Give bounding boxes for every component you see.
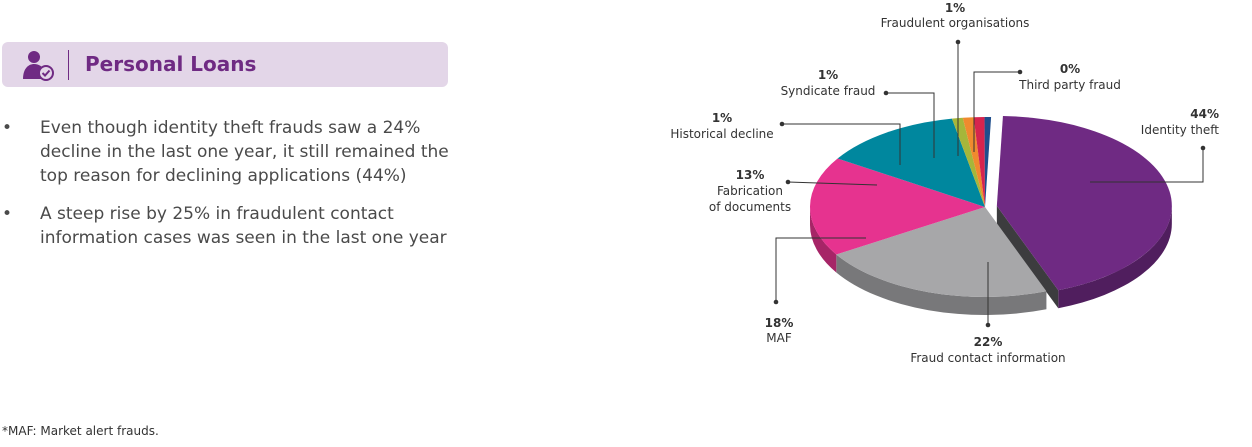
slice-value-label: 44% bbox=[1190, 107, 1219, 121]
slice-value-label: 0% bbox=[1060, 62, 1080, 76]
pie-slice bbox=[996, 115, 1172, 291]
slice-name-label: Fabrication bbox=[717, 184, 783, 198]
leader-dot bbox=[1200, 145, 1206, 151]
pie-slice bbox=[951, 117, 985, 207]
slice-name-label: Fraud contact information bbox=[910, 351, 1065, 365]
pie-labels: 44% Identity theft 22% Fraud contact inform… bbox=[670, 1, 1219, 365]
slice-name-label: of documents bbox=[709, 200, 791, 214]
pie-slice bbox=[962, 117, 985, 207]
pie-sides bbox=[810, 205, 1172, 315]
leader-dot bbox=[1017, 69, 1023, 75]
leader-dot bbox=[785, 179, 791, 185]
slice-name-label: Third party fraud bbox=[1018, 78, 1121, 92]
pie-slice bbox=[836, 207, 1047, 298]
bullet-item: • A steep rise by 25% in fraudulent cont… bbox=[0, 202, 470, 250]
bullet-marker: • bbox=[2, 204, 13, 224]
pie-slice bbox=[837, 118, 985, 207]
pie-slice bbox=[810, 158, 985, 255]
pie-slice bbox=[984, 117, 992, 207]
slice-name-label: Historical decline bbox=[670, 127, 773, 141]
pie-tops bbox=[810, 115, 1172, 298]
bullet-text: Even though identity theft frauds saw a … bbox=[40, 118, 449, 186]
slice-value-label: 1% bbox=[945, 1, 965, 15]
header-divider bbox=[68, 50, 69, 80]
slice-value-label: 1% bbox=[712, 111, 732, 125]
slice-name-label: Identity theft bbox=[1141, 123, 1220, 137]
slice-name-label: MAF bbox=[766, 331, 792, 345]
pie-slice-side bbox=[836, 254, 1047, 315]
pie-slice-cut-face bbox=[996, 205, 1059, 309]
section-header: Personal Loans bbox=[2, 42, 448, 87]
slice-name-label: Syndicate fraud bbox=[781, 84, 876, 98]
leader-line bbox=[973, 71, 1020, 152]
bullet-item: • Even though identity theft frauds saw … bbox=[0, 116, 470, 188]
leader-line bbox=[1090, 148, 1204, 183]
slice-value-label: 18% bbox=[765, 316, 794, 330]
slice-value-label: 22% bbox=[974, 335, 1003, 349]
leader-line bbox=[886, 92, 935, 158]
leader-line bbox=[775, 237, 866, 302]
leader-dot bbox=[985, 322, 991, 328]
bullet-list: • Even though identity theft frauds saw … bbox=[0, 116, 470, 264]
pie-slice-side bbox=[810, 207, 837, 273]
bullet-text: A steep rise by 25% in fraudulent contac… bbox=[40, 204, 447, 248]
leader-line bbox=[782, 123, 901, 165]
leader-dot bbox=[779, 121, 785, 127]
pie-slice-side bbox=[1058, 205, 1172, 309]
pie-slice bbox=[973, 117, 985, 207]
leader-dot bbox=[883, 90, 889, 96]
slice-value-label: 13% bbox=[736, 168, 765, 182]
bullet-marker: • bbox=[2, 118, 13, 138]
user-check-icon bbox=[23, 51, 54, 81]
leader-dot bbox=[773, 299, 779, 305]
leader-dot bbox=[955, 39, 961, 45]
slice-value-label: 1% bbox=[818, 68, 838, 82]
footnote: *MAF: Market alert frauds. bbox=[2, 424, 159, 438]
leader-line bbox=[787, 181, 878, 186]
slice-name-label: Fraudulent organisations bbox=[881, 16, 1030, 30]
section-title: Personal Loans bbox=[85, 52, 257, 76]
